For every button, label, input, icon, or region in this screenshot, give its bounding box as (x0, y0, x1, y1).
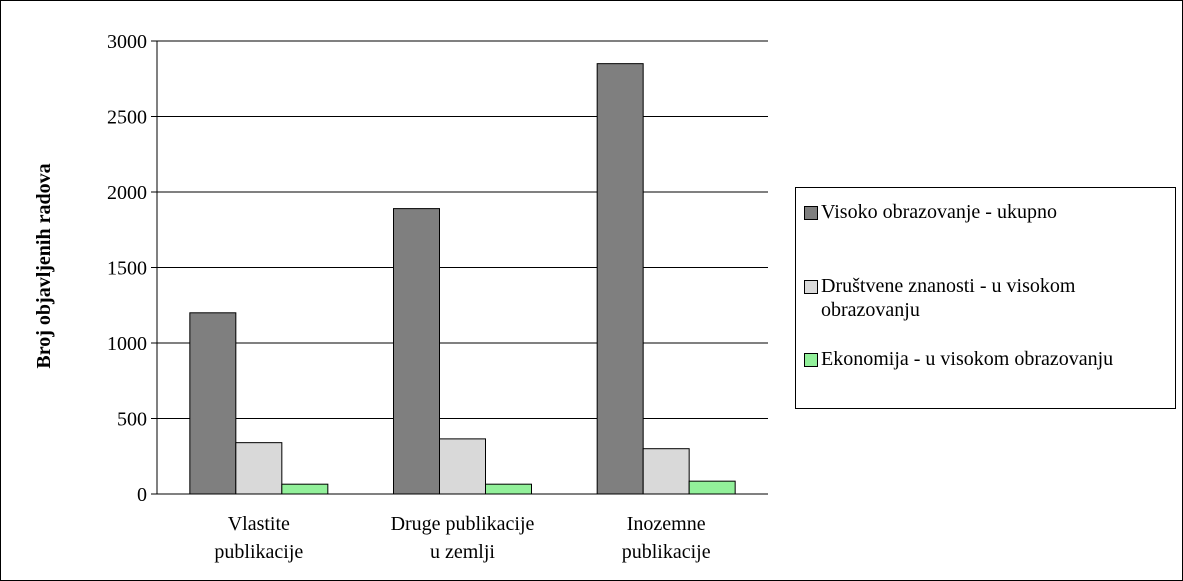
legend-item: Visoko obrazovanje - ukupno (804, 200, 1171, 224)
y-tick-label: 2000 (107, 182, 147, 204)
x-axis-category-labels: Vlastite publikacije Druge publikacije u ze… (214, 513, 710, 563)
y-tick-label: 2500 (107, 107, 147, 129)
y-tick-label: 1000 (107, 333, 147, 355)
x-category-label: Vlastite publikacije (214, 513, 303, 563)
legend: Visoko obrazovanje - ukupno Društvene zna… (795, 187, 1176, 409)
gridlines (157, 40, 768, 419)
legend-item: Društvene znanosti - u visokom obrazovan… (804, 274, 1171, 322)
legend-swatch (804, 353, 818, 367)
y-axis-title: Broj objavljenih radova (33, 163, 55, 368)
bar (688, 480, 736, 495)
x-category-label: Inozemne publikacije (622, 513, 711, 563)
bar (596, 63, 644, 495)
legend-swatch (804, 206, 818, 220)
bar (189, 312, 237, 495)
legend-swatch (804, 280, 818, 294)
y-tick-label: 0 (137, 484, 147, 506)
y-axis-ticks: 0 500 1000 1500 2000 2500 3000 (107, 31, 157, 506)
bar (439, 438, 486, 495)
y-tick-label: 1500 (107, 258, 147, 280)
legend-label: Visoko obrazovanje - ukupno (821, 201, 1057, 223)
legend-label: Ekonomija - u visokom obrazovanju (821, 348, 1114, 370)
legend-label: Društvene znanosti - u visokom obrazovan… (821, 275, 1076, 321)
bar (485, 483, 532, 495)
legend-item: Ekonomija - u visokom obrazovanju (804, 347, 1171, 371)
bars (189, 63, 736, 495)
bar (642, 448, 690, 495)
bar (235, 442, 283, 495)
y-tick-label: 3000 (107, 31, 147, 53)
y-tick-label: 500 (117, 409, 147, 431)
bar (281, 483, 329, 495)
x-category-label: Druge publikacije u zemlji (391, 513, 535, 563)
bar (393, 208, 440, 495)
